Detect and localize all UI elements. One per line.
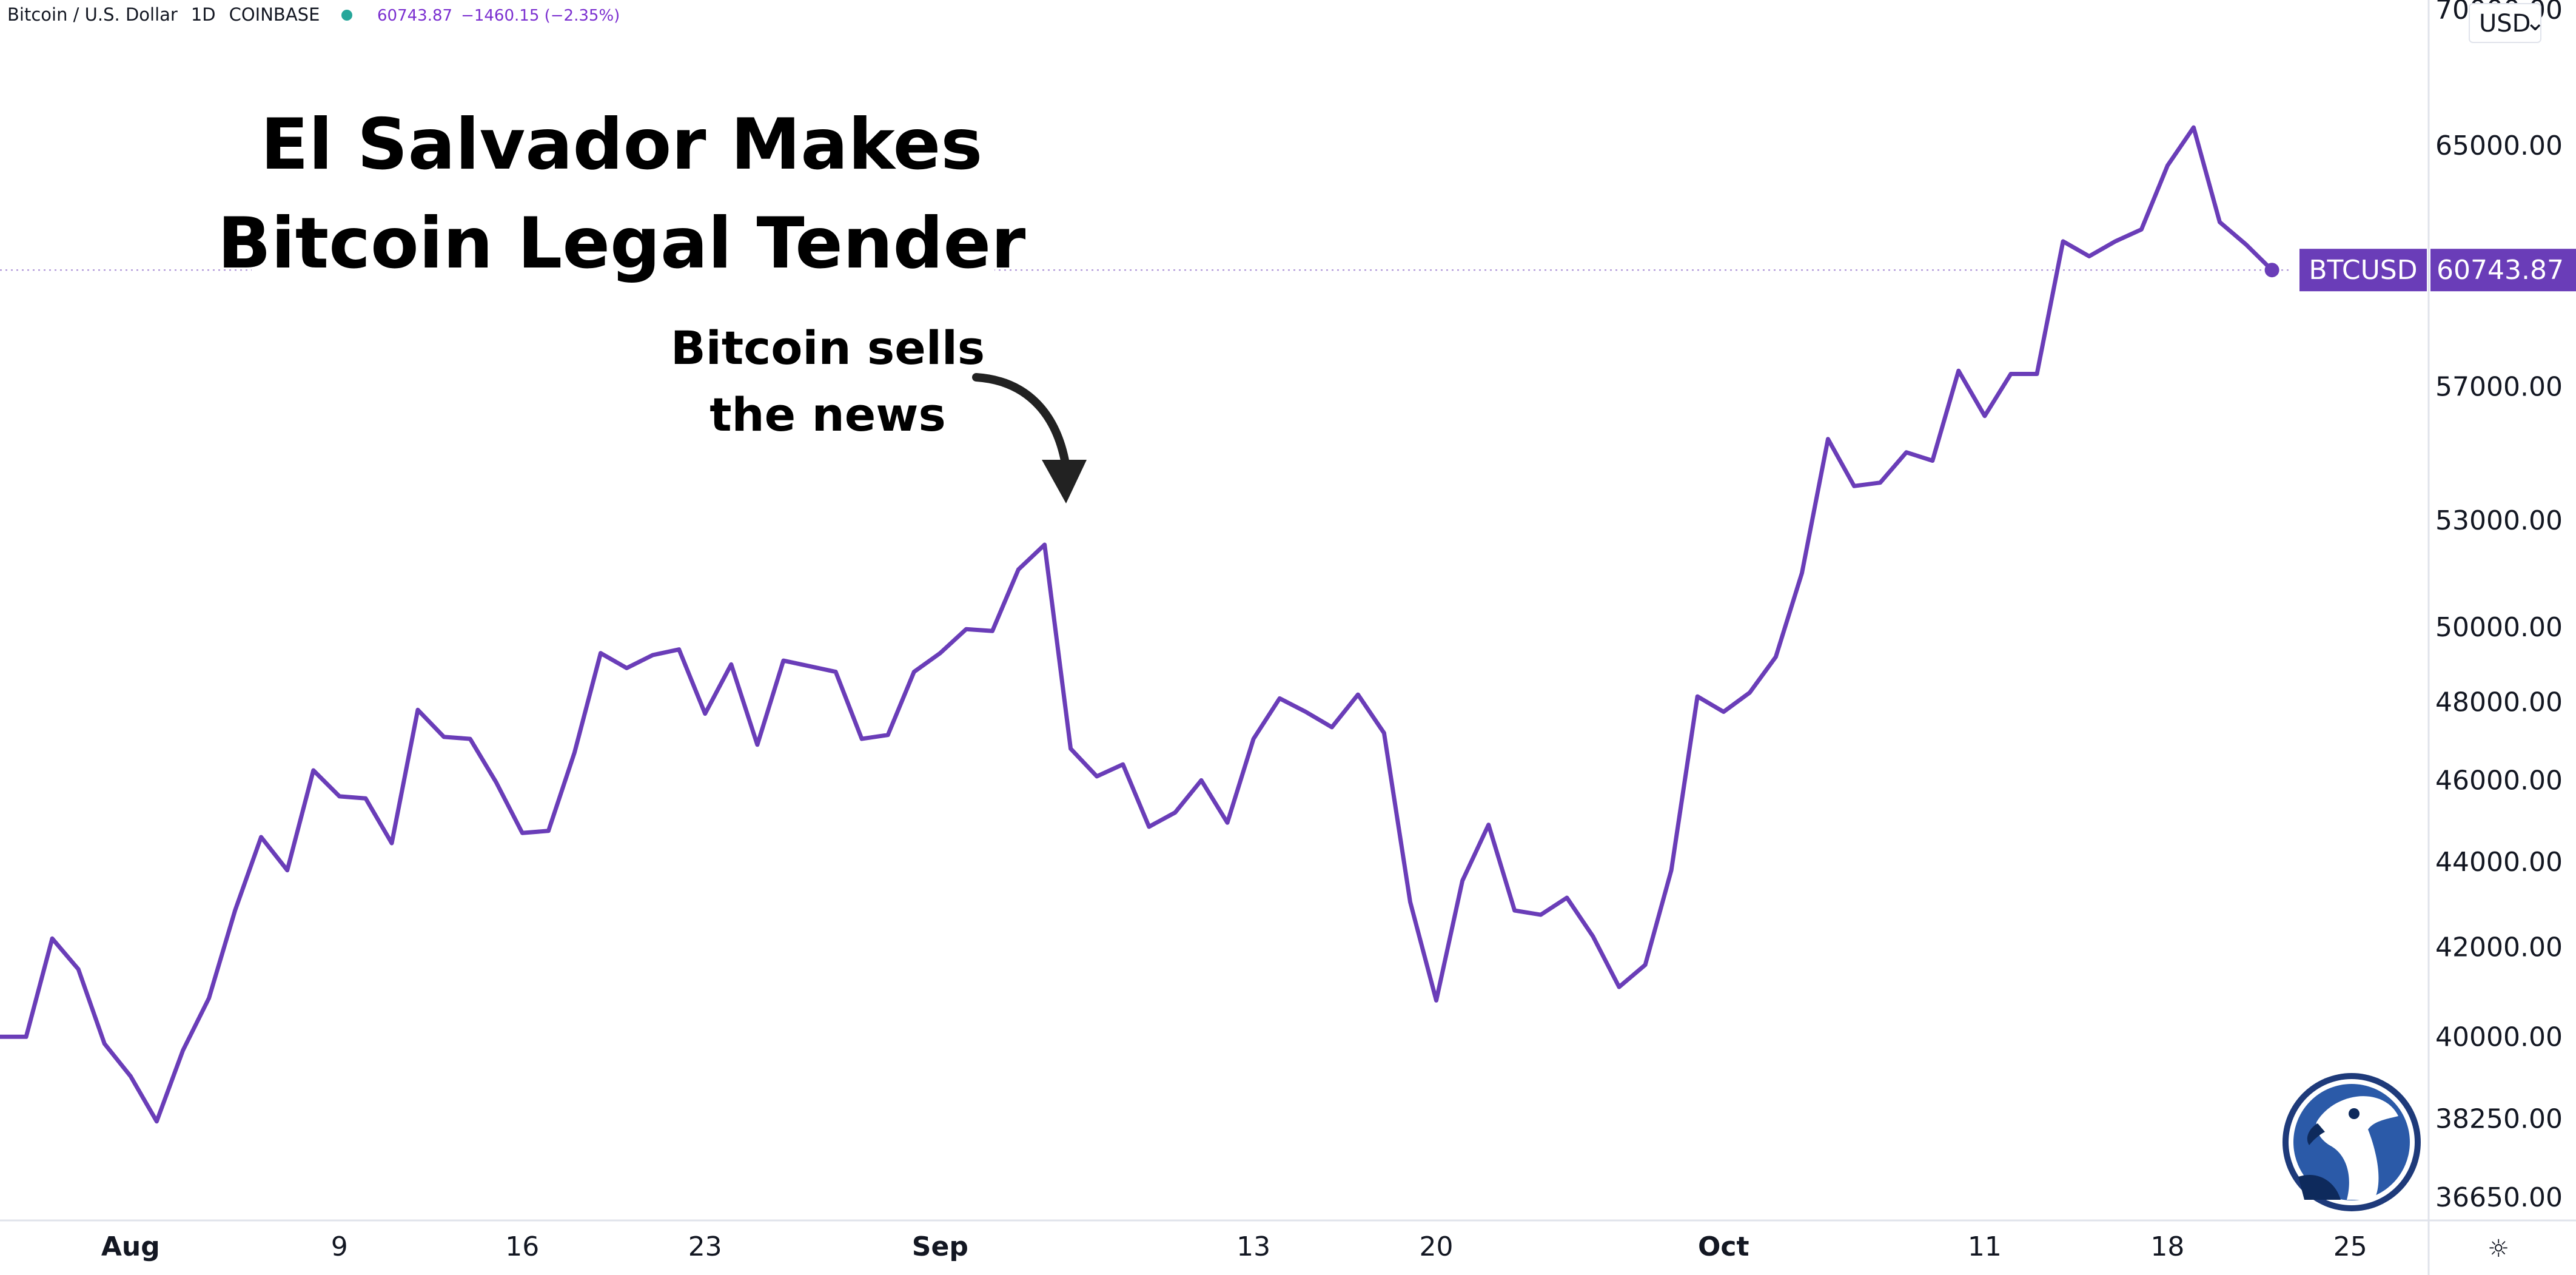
time-tick-label: 9 — [331, 1231, 348, 1262]
price-tag: BTCUSD 60743.87 — [2299, 249, 2576, 292]
legend-interval: 1D — [191, 4, 216, 25]
time-tick-label: 25 — [2333, 1231, 2367, 1262]
title-backdrop — [252, 97, 995, 303]
price-tag-symbol: BTCUSD — [2309, 255, 2417, 286]
price-tick-label: 40000.00 — [2435, 1021, 2563, 1052]
price-tick-label: 57000.00 — [2435, 372, 2563, 403]
price-tick-label: 42000.00 — [2435, 932, 2563, 963]
gear-icon[interactable]: ☼ — [2487, 1235, 2509, 1263]
currency-button-frame — [2469, 3, 2541, 43]
market-status-dot-icon — [341, 10, 352, 21]
price-tick-label: 44000.00 — [2435, 847, 2563, 878]
series-line-btcusd — [0, 125, 2274, 1124]
chart-title-line-2: Bitcoin Legal Tender — [218, 203, 1026, 284]
time-tick-label: Sep — [912, 1231, 968, 1262]
chart-title-line-1: El Salvador Makes — [261, 104, 983, 186]
annotation-line-1: Bitcoin sells — [671, 321, 985, 375]
annotation-arrow-icon — [972, 373, 1070, 471]
currency-button-label: USD — [2479, 10, 2531, 38]
legend-symbol: Bitcoin / U.S. Dollar — [7, 4, 178, 25]
price-tag-value-bg — [2430, 249, 2576, 292]
price-tick-label: 50000.00 — [2435, 612, 2563, 643]
time-tick-label: 18 — [2150, 1231, 2184, 1262]
time-axis[interactable]: Aug 9 16 23 Sep 13 20 Oct 11 18 25 — [101, 1231, 2367, 1262]
time-tick-label: 11 — [1968, 1231, 2002, 1262]
eagle-logo-icon — [2283, 1073, 2421, 1211]
price-axis[interactable]: 70000.0065000.0057000.0053000.0050000.00… — [2435, 0, 2563, 1213]
legend-last-price: 60743.87 — [377, 7, 452, 25]
annotation-arrowhead-icon — [1042, 460, 1087, 503]
last-price-dot — [2264, 263, 2279, 278]
time-tick-label: Aug — [101, 1231, 160, 1262]
time-tick-label: 16 — [505, 1231, 539, 1262]
legend-change: −1460.15 (−2.35%) — [461, 7, 620, 25]
symbol-legend[interactable]: Bitcoin / U.S. Dollar 1D COINBASE 60743.87… — [7, 4, 620, 25]
price-tag-value: 60743.87 — [2437, 255, 2564, 286]
price-tick-label: 36650.00 — [2435, 1182, 2563, 1213]
legend-exchange: COINBASE — [229, 4, 320, 25]
currency-button[interactable]: USD ⌄ — [2469, 3, 2546, 43]
price-tick-label: 65000.00 — [2435, 130, 2563, 161]
price-tick-label: 48000.00 — [2435, 687, 2563, 718]
time-tick-label: 13 — [1236, 1231, 1270, 1262]
time-tick-label: 20 — [1420, 1231, 1454, 1262]
chevron-down-icon: ⌄ — [2525, 8, 2546, 36]
legend-values: 60743.87 −1460.15 (−2.35%) — [377, 7, 620, 25]
time-tick-label: 23 — [688, 1231, 722, 1262]
price-tick-label: 46000.00 — [2435, 765, 2563, 796]
annotation-line-2: the news — [709, 388, 946, 442]
time-tick-label: Oct — [1698, 1231, 1749, 1262]
legend-text: Bitcoin / U.S. Dollar 1D COINBASE — [7, 4, 320, 25]
price-tick-label: 53000.00 — [2435, 505, 2563, 536]
price-tick-label: 38250.00 — [2435, 1104, 2563, 1135]
price-tag-symbol-bg — [2299, 249, 2427, 292]
